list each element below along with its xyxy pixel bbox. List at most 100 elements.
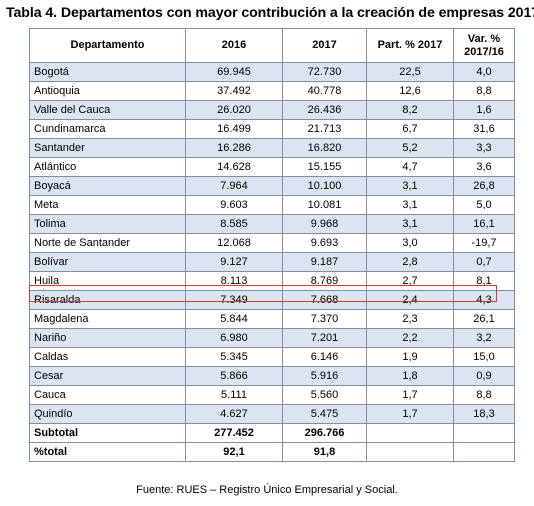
table-row: Risaralda 7.349 7.668 2,4 4,3	[29, 290, 515, 310]
cell-y2017: 9.187	[282, 252, 367, 272]
table-row: Cundinamarca 16.499 21.713 6,7 31,6	[29, 119, 515, 139]
header-departamento: Departamento	[29, 28, 186, 63]
table-row: Valle del Cauca 26.020 26.436 8,2 1,6	[29, 100, 515, 120]
cell-y2017: 7.370	[282, 309, 367, 329]
cell-dep: Risaralda	[29, 290, 186, 310]
cell-part: 2,2	[366, 328, 454, 348]
cell-var: -19,7	[453, 233, 515, 253]
cell-part: 3,1	[366, 176, 454, 196]
pct-total-row: %total 92,1 91,8	[29, 442, 515, 462]
cell-y2017: 72.730	[282, 62, 367, 82]
cell-y2016: 16.286	[185, 138, 283, 158]
cell-dep: Cauca	[29, 385, 186, 405]
pct-total-row-label: %total	[29, 442, 186, 462]
subtotal-row-y2016: 277.452	[185, 423, 283, 443]
cell-dep: Tolima	[29, 214, 186, 234]
table-row: Santander 16.286 16.820 5,2 3,3	[29, 138, 515, 158]
cell-y2017: 7.668	[282, 290, 367, 310]
cell-y2017: 9.693	[282, 233, 367, 253]
cell-dep: Bolívar	[29, 252, 186, 272]
data-table: Departamento 2016 2017 Part. % 2017 Var.…	[29, 28, 515, 462]
header-part: Part. % 2017	[366, 28, 454, 63]
cell-part: 2,8	[366, 252, 454, 272]
table-row: Bogotá 69.945 72.730 22,5 4,0	[29, 62, 515, 82]
cell-dep: Meta	[29, 195, 186, 215]
cell-var: 0,7	[453, 252, 515, 272]
cell-var: 3,6	[453, 157, 515, 177]
cell-y2016: 6.980	[185, 328, 283, 348]
table-row: Caldas 5.345 6.146 1,9 15,0	[29, 347, 515, 367]
cell-y2016: 7.349	[185, 290, 283, 310]
cell-part: 5,2	[366, 138, 454, 158]
cell-y2016: 8.585	[185, 214, 283, 234]
cell-y2016: 7.964	[185, 176, 283, 196]
table-row: Meta 9.603 10.081 3,1 5,0	[29, 195, 515, 215]
cell-y2016: 5.345	[185, 347, 283, 367]
cell-part: 22,5	[366, 62, 454, 82]
cell-y2017: 5.560	[282, 385, 367, 405]
cell-var: 0,9	[453, 366, 515, 386]
header-2016: 2016	[185, 28, 283, 63]
cell-dep: Nariño	[29, 328, 186, 348]
cell-dep: Caldas	[29, 347, 186, 367]
cell-dep: Santander	[29, 138, 186, 158]
cell-y2017: 8.769	[282, 271, 367, 291]
cell-var: 1,6	[453, 100, 515, 120]
cell-var: 5,0	[453, 195, 515, 215]
cell-y2016: 9.603	[185, 195, 283, 215]
cell-y2017: 10.100	[282, 176, 367, 196]
header-2017: 2017	[282, 28, 367, 63]
pct-total-row-y2016: 92,1	[185, 442, 283, 462]
table-row: Magdalena 5.844 7.370 2,3 26,1	[29, 309, 515, 329]
cell-dep: Cesar	[29, 366, 186, 386]
cell-part: 3,0	[366, 233, 454, 253]
cell-y2017: 6.146	[282, 347, 367, 367]
cell-y2016: 5.844	[185, 309, 283, 329]
header-var: Var. % 2017/16	[453, 28, 515, 63]
cell-dep: Bogotá	[29, 62, 186, 82]
subtotal-row-empty-cell	[366, 423, 454, 443]
cell-var: 4,0	[453, 62, 515, 82]
cell-part: 2,7	[366, 271, 454, 291]
cell-var: 4,3	[453, 290, 515, 310]
cell-part: 3,1	[366, 195, 454, 215]
pct-total-row-y2017: 91,8	[282, 442, 367, 462]
cell-part: 4,7	[366, 157, 454, 177]
table-row: Quindío 4.627 5.475 1,7 18,3	[29, 404, 515, 424]
cell-part: 3,1	[366, 214, 454, 234]
cell-part: 1,8	[366, 366, 454, 386]
cell-var: 3,3	[453, 138, 515, 158]
subtotal-row-y2017: 296.766	[282, 423, 367, 443]
subtotal-row-label: Subtotal	[29, 423, 186, 443]
cell-y2016: 5.866	[185, 366, 283, 386]
table-row: Nariño 6.980 7.201 2,2 3,2	[29, 328, 515, 348]
cell-y2017: 15.155	[282, 157, 367, 177]
subtotal-row: Subtotal 277.452 296.766	[29, 423, 515, 443]
cell-y2017: 10.081	[282, 195, 367, 215]
table-row: Atlántico 14.628 15.155 4,7 3,6	[29, 157, 515, 177]
table-row: Cauca 5.111 5.560 1,7 8,8	[29, 385, 515, 405]
cell-dep: Huila	[29, 271, 186, 291]
subtotal-row-empty-cell	[453, 423, 515, 443]
cell-var: 31,6	[453, 119, 515, 139]
cell-var: 3,2	[453, 328, 515, 348]
cell-part: 2,3	[366, 309, 454, 329]
pct-total-row-empty-cell	[366, 442, 454, 462]
cell-var: 8,8	[453, 385, 515, 405]
cell-part: 12,6	[366, 81, 454, 101]
cell-y2016: 16.499	[185, 119, 283, 139]
table-row: Huila 8.113 8.769 2,7 8,1	[29, 271, 515, 291]
cell-y2017: 5.475	[282, 404, 367, 424]
cell-var: 18,3	[453, 404, 515, 424]
cell-y2016: 26.020	[185, 100, 283, 120]
cell-dep: Cundinamarca	[29, 119, 186, 139]
table-row: Antioquia 37.492 40.778 12,6 8,8	[29, 81, 515, 101]
cell-y2016: 8.113	[185, 271, 283, 291]
cell-var: 16,1	[453, 214, 515, 234]
cell-y2017: 26.436	[282, 100, 367, 120]
pct-total-row-empty-cell	[453, 442, 515, 462]
cell-part: 1,7	[366, 404, 454, 424]
cell-y2016: 5.111	[185, 385, 283, 405]
cell-part: 8,2	[366, 100, 454, 120]
